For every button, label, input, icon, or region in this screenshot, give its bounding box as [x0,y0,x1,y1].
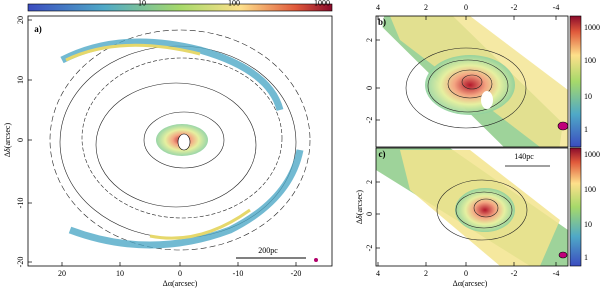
map-b [382,16,568,147]
x-tick-label: 0 [464,269,468,278]
x-tick-label: 0 [178,269,182,278]
x-tick-label: -2 [511,3,518,12]
colorbar [569,147,582,267]
x-tick-label: -2 [511,269,518,278]
x-tick-label: -20 [291,269,302,278]
x-tick-label: 4 [376,269,380,278]
y-tick-label: -2 [365,117,374,124]
map-a [28,16,332,266]
y-tick-label: 2 [365,38,374,42]
panel-label: b) [378,17,386,27]
y-tick-label: 0 [365,212,374,216]
frame [375,15,569,148]
colorbar-label: 1000 [584,23,600,32]
y-tick-label: 2 [365,180,374,184]
x-tick-label: 0 [464,3,468,12]
colorbar-label: 100 [228,0,240,7]
x-tick-label: 20 [58,269,66,278]
colorbar-label: 100 [584,185,596,194]
x-tick-label: 2 [424,3,428,12]
panel-label: c) [379,149,386,159]
x-tick-label: -10 [233,269,244,278]
x-tick-label: -4 [553,269,560,278]
colorbar-label: 1 [584,125,588,134]
frame [375,147,569,267]
x-axis-label: Δα(arcsec) [453,279,488,288]
scale-bar-label: 140pc [514,152,534,161]
y-tick-label: 0 [365,86,374,90]
panel-label: a) [34,24,42,34]
scale-bar-label: 200pc [258,246,278,255]
y-tick-label: 20 [16,16,25,24]
x-tick-label: -4 [553,3,560,12]
colorbar-label: 100 [584,56,596,65]
y-tick-label: 10 [16,76,25,84]
colorbar-label: 1000 [314,0,330,7]
y-tick-label: -10 [16,198,25,209]
colorbar-label: 1000 [584,150,600,159]
y-axis-label: Δδ(arcsec) [355,190,364,225]
colorbar-label: 10 [584,92,592,101]
colorbar [27,3,333,12]
x-tick-label: 2 [424,269,428,278]
colorbar-label: 10 [138,0,146,7]
y-axis-label: Δδ(arcsec) [3,123,12,158]
y-tick-label: -2 [365,245,374,252]
colorbar-label: 10 [584,220,592,229]
colorbar-label: 1 [584,253,588,262]
x-axis-label: Δα(arcsec) [163,279,198,288]
y-tick-label: 0 [16,138,25,142]
x-tick-label: 10 [116,269,124,278]
map-c [376,148,568,266]
y-tick-label: -20 [16,257,25,268]
x-tick-label: 4 [376,3,380,12]
colorbar [569,15,582,148]
